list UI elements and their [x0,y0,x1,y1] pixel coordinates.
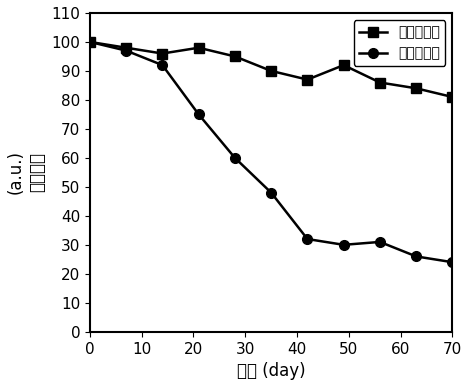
配体交换后 [159,51,165,56]
配体交换后 [268,68,274,73]
配体交换后 [377,80,383,85]
Legend: 配体交换后, 未配体交换: 配体交换后, 未配体交换 [354,20,446,66]
配体交换后 [196,45,202,50]
未配体交换 [87,39,93,44]
配体交换后 [232,54,238,59]
未配体交换 [450,260,455,265]
配体交换后 [450,95,455,99]
未配体交换 [377,240,383,244]
未配体交换 [123,48,129,53]
未配体交换 [341,243,347,247]
配体交换后 [123,45,129,50]
未配体交换 [304,237,310,241]
配体交换后 [341,63,347,67]
X-axis label: 时间 (day): 时间 (day) [237,362,305,380]
未配体交换 [268,190,274,195]
Y-axis label: (a.u.)
相对亮度: (a.u.) 相对亮度 [7,151,46,194]
配体交换后 [87,39,93,44]
配体交换后 [413,86,419,91]
Line: 未配体交换: 未配体交换 [85,37,457,267]
未配体交换 [196,112,202,117]
Line: 配体交换后: 配体交换后 [85,37,457,102]
配体交换后 [304,77,310,82]
未配体交换 [232,156,238,160]
未配体交换 [159,63,165,67]
未配体交换 [413,254,419,259]
